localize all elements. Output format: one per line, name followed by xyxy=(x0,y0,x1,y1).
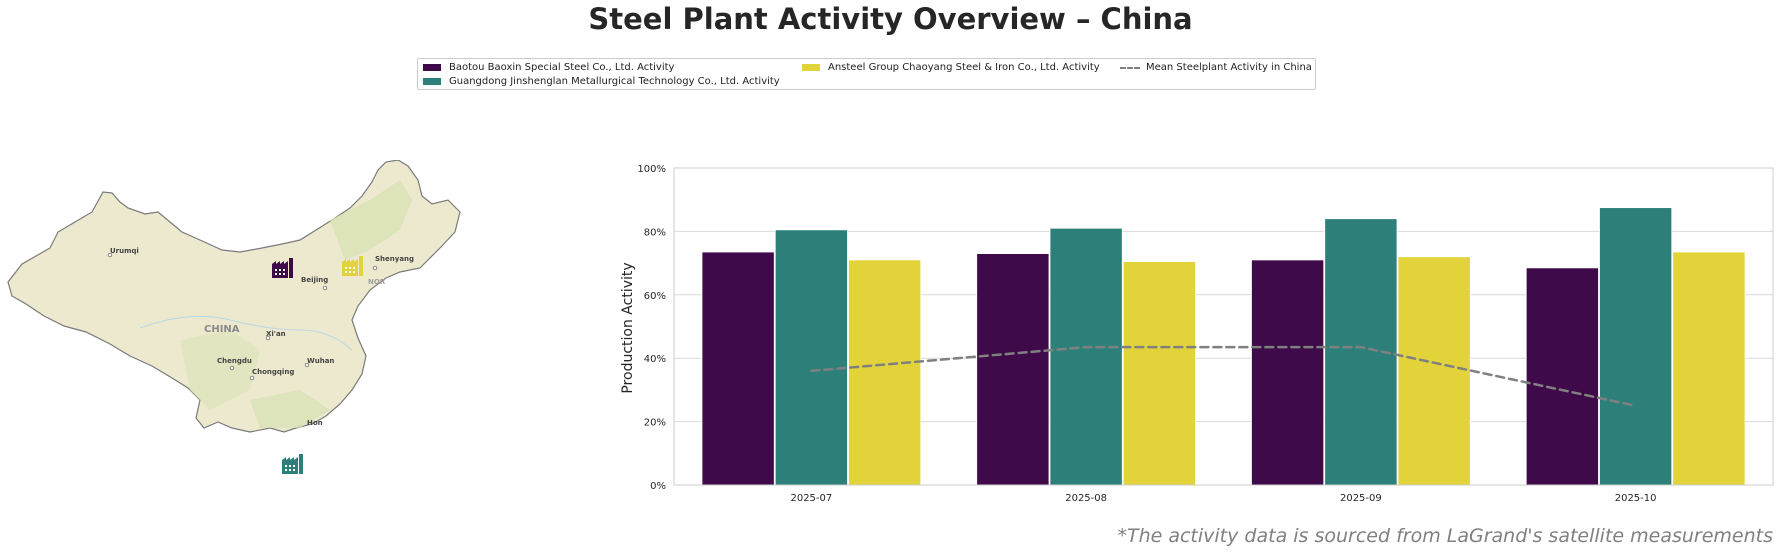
mean-line xyxy=(810,345,1637,407)
bars xyxy=(701,207,1746,486)
legend-swatch-baotou xyxy=(423,64,441,71)
factory-icon xyxy=(342,256,363,276)
bar xyxy=(848,259,922,486)
terrain-shade xyxy=(250,390,330,428)
x-tick-label: 2025-09 xyxy=(1340,493,1382,504)
y-tick-labels: 0% 20% 40% 60% 80% 100% xyxy=(637,164,666,492)
y-tick-label: 100% xyxy=(637,164,666,175)
city-label-wuhan: Wuhan xyxy=(307,357,334,365)
y-tick-label: 40% xyxy=(644,354,666,365)
legend-label-ansteel: Ansteel Group Chaoyang Steel & Iron Co.,… xyxy=(828,62,1100,73)
chart-title: Steel Plant Activity Overview – China xyxy=(588,2,1193,36)
city-label-shenyang: Shenyang xyxy=(375,255,414,263)
china-map: Urumqi Beijing Shenyang Xi'an Chengdu Ch… xyxy=(7,160,461,474)
legend-label-mean: Mean Steelplant Activity in China xyxy=(1146,62,1312,73)
x-tick-label: 2025-10 xyxy=(1615,493,1657,504)
terrain-shade xyxy=(180,330,260,410)
factory-icon xyxy=(282,454,303,474)
legend-swatch-ansteel xyxy=(802,64,820,71)
city-label-chengdu: Chengdu xyxy=(217,357,252,365)
footnote: *The activity data is sourced from LaGra… xyxy=(1117,525,1773,547)
terrain-shade xyxy=(330,180,412,260)
bar xyxy=(774,229,848,486)
bar xyxy=(1251,259,1325,486)
legend-swatch-guangdong xyxy=(423,78,441,85)
bar xyxy=(1122,261,1196,486)
bar xyxy=(1397,256,1471,486)
plot-frame xyxy=(673,167,1774,486)
bar xyxy=(1049,227,1123,486)
legend-dash-mean xyxy=(1120,67,1140,69)
bar xyxy=(1525,267,1599,486)
city-dot-shenyang xyxy=(372,265,378,271)
x-tick-labels: 2025-07 2025-08 2025-09 2025-10 xyxy=(790,493,1656,504)
city-dot-chongqing xyxy=(249,375,255,381)
city-label-chongqing: Chongqing xyxy=(252,368,294,376)
city-dot-beijing xyxy=(322,285,328,291)
city-label-beijing: Beijing xyxy=(301,276,328,284)
y-tick-label: 20% xyxy=(644,418,666,429)
legend-label-guangdong: Guangdong Jinshenglan Metallurgical Tech… xyxy=(449,76,780,87)
y-axis-label: Production Activity xyxy=(620,262,636,393)
city-label-urumqi: Urumqi xyxy=(110,247,139,255)
city-dot-urumqi xyxy=(107,252,113,258)
city-label-xian: Xi'an xyxy=(266,330,286,338)
y-tick-label: 80% xyxy=(644,227,666,238)
city-dot-xian xyxy=(265,335,271,341)
river xyxy=(139,315,353,351)
factory-icon xyxy=(272,258,293,278)
bar xyxy=(976,253,1050,486)
city-label-hon: Hon xyxy=(307,419,323,427)
mean-line-group xyxy=(810,345,1637,407)
legend-label-baotou: Baotou Baoxin Special Steel Co., Ltd. Ac… xyxy=(449,62,675,73)
x-tick-label: 2025-08 xyxy=(1065,493,1107,504)
map-region-label: NOR xyxy=(368,278,386,286)
y-tick-label: 0% xyxy=(650,481,666,492)
map-country-label: CHINA xyxy=(204,324,240,335)
legend: Baotou Baoxin Special Steel Co., Ltd. Ac… xyxy=(417,58,1316,90)
city-dot-wuhan xyxy=(304,362,310,368)
bar xyxy=(1599,207,1673,486)
bar xyxy=(701,251,775,486)
y-tick-label: 60% xyxy=(644,291,666,302)
bar xyxy=(1672,251,1746,486)
x-tick-label: 2025-07 xyxy=(790,493,832,504)
city-dot-chengdu xyxy=(229,365,235,371)
